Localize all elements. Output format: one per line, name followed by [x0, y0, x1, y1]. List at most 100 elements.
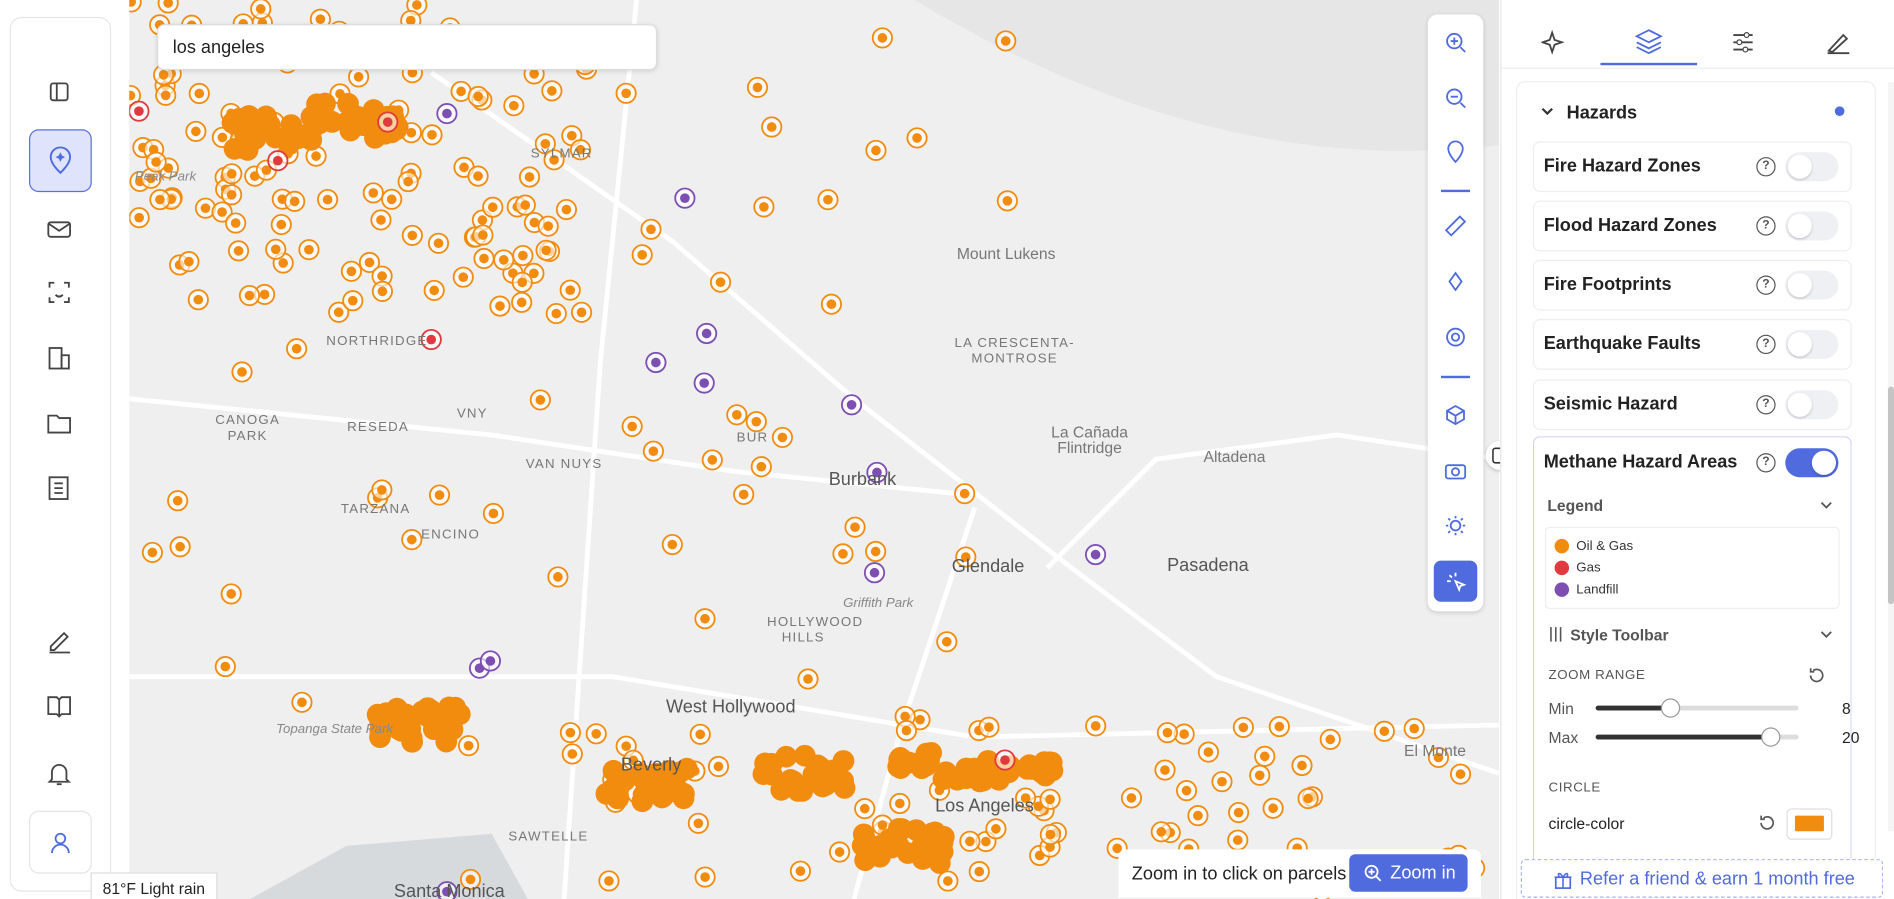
reset-color[interactable]: [1757, 813, 1776, 832]
ocean: [250, 833, 528, 899]
map-marker: [621, 741, 632, 751]
help-icon[interactable]: ?: [1756, 275, 1776, 295]
map-marker: [129, 90, 136, 101]
style-collapse[interactable]: [1819, 627, 1833, 641]
map-marker: [991, 824, 1001, 834]
layer-row: Flood Hazard Zones?: [1532, 200, 1852, 252]
legend-collapse[interactable]: [1819, 498, 1833, 512]
layer-toggle[interactable]: [1785, 390, 1839, 420]
buildings-nav[interactable]: [29, 327, 89, 387]
weather: 81°F Light rain: [90, 872, 218, 899]
map-marker: [415, 704, 438, 727]
map[interactable]: Peak Park SYLMAR NORTHRIDGE CANOGA PARK RESE…: [129, 0, 1500, 899]
map-marker: [566, 130, 577, 141]
draw-tool[interactable]: [1434, 261, 1477, 302]
layer-toggle[interactable]: [1785, 329, 1839, 359]
map-marker: [529, 217, 540, 228]
zoom-in-button[interactable]: Zoom in: [1349, 854, 1468, 892]
collapse-sidebar[interactable]: [29, 62, 89, 122]
scan-nav[interactable]: [29, 262, 89, 322]
referral-link[interactable]: Refer a friend & earn 1 month free: [1520, 859, 1884, 898]
measure-tool[interactable]: [1434, 205, 1477, 246]
screenshot-tool[interactable]: [1434, 449, 1477, 490]
reset-zoom[interactable]: [1807, 666, 1826, 685]
map-marker: [403, 176, 413, 187]
map-marker: [487, 202, 498, 213]
map-label: TARZANA: [340, 502, 411, 517]
layer-row: Methane Hazard Areas?: [1533, 437, 1852, 488]
map-marker: [756, 461, 767, 472]
map-marker: [386, 194, 397, 205]
zoom-in-label: Zoom in: [1390, 862, 1456, 884]
max-slider-thumb[interactable]: [1761, 727, 1781, 747]
map-marker: [1160, 765, 1170, 775]
3d-tool[interactable]: [1434, 394, 1477, 435]
map-marker: [1203, 747, 1214, 757]
divider: [1441, 375, 1471, 378]
layer-toggle[interactable]: [1785, 270, 1839, 300]
help-icon[interactable]: ?: [1756, 395, 1776, 415]
docs-nav[interactable]: [29, 458, 89, 518]
map-marker: [230, 218, 241, 228]
profile-nav[interactable]: [28, 810, 92, 874]
location-tool[interactable]: [1434, 130, 1477, 171]
map-marker: [565, 727, 576, 738]
help-icon[interactable]: ?: [1756, 157, 1776, 177]
layer-name: Methane Hazard Areas: [1543, 451, 1738, 473]
max-label: Max: [1548, 728, 1579, 747]
map-marker: [832, 769, 855, 792]
map-marker: [134, 212, 144, 223]
map-nav[interactable]: [28, 129, 92, 193]
active-dot: [1834, 106, 1845, 116]
map-marker: [535, 395, 546, 405]
layer-toggle[interactable]: [1785, 211, 1839, 241]
mail-nav[interactable]: [29, 197, 89, 257]
map-marker: [158, 69, 169, 80]
map-marker: [693, 818, 704, 829]
map-marker: [811, 775, 834, 798]
toggle-knob: [1787, 392, 1812, 417]
radius-tool[interactable]: [1434, 317, 1477, 358]
map-marker: [1409, 723, 1420, 734]
zoom-out-tool[interactable]: [1434, 77, 1477, 118]
map-marker: [1232, 835, 1243, 845]
folder-nav[interactable]: [29, 393, 89, 453]
help-icon[interactable]: ?: [1756, 453, 1776, 473]
layer-toggle[interactable]: [1785, 448, 1839, 478]
map-marker: [943, 876, 953, 886]
map-label: El Monte: [1403, 741, 1466, 760]
notifications-nav[interactable]: [29, 743, 89, 803]
style-toolbar-title: Style Toolbar: [1570, 625, 1669, 645]
map-marker: [406, 534, 417, 545]
map-marker: [1045, 794, 1055, 805]
color-picker[interactable]: [1786, 808, 1833, 840]
map-marker: [233, 118, 256, 141]
map-marker: [777, 432, 788, 443]
layer-row: Fire Footprints?: [1532, 259, 1852, 311]
map-marker: [695, 729, 706, 740]
divider: [1441, 189, 1471, 192]
layer-toggle[interactable]: [1785, 152, 1839, 182]
theme-tool[interactable]: [1434, 505, 1477, 546]
collapse-section[interactable]: [1540, 104, 1554, 118]
select-tool[interactable]: [1433, 560, 1478, 602]
circle-title: CIRCLE: [1548, 780, 1601, 796]
map-label: Glendale: [951, 556, 1025, 577]
map-label: Griffith Park: [843, 596, 914, 611]
edit-nav[interactable]: [29, 610, 89, 670]
search-input[interactable]: los angeles: [157, 24, 658, 71]
guide-nav[interactable]: [29, 675, 89, 735]
filters-tab[interactable]: [1731, 30, 1755, 54]
toggle-knob: [1787, 213, 1812, 239]
zoom-in-tool[interactable]: [1434, 22, 1477, 63]
map-marker: [289, 196, 300, 207]
map-marker: [426, 334, 437, 345]
help-icon[interactable]: ?: [1756, 334, 1776, 355]
map-marker: [1181, 785, 1192, 796]
help-icon[interactable]: ?: [1756, 216, 1776, 236]
draw-tab[interactable]: [1825, 30, 1852, 55]
map-marker: [976, 750, 999, 772]
layers-tab[interactable]: [1634, 28, 1663, 55]
min-slider-thumb[interactable]: [1660, 698, 1681, 718]
ai-tab[interactable]: [1541, 29, 1568, 56]
